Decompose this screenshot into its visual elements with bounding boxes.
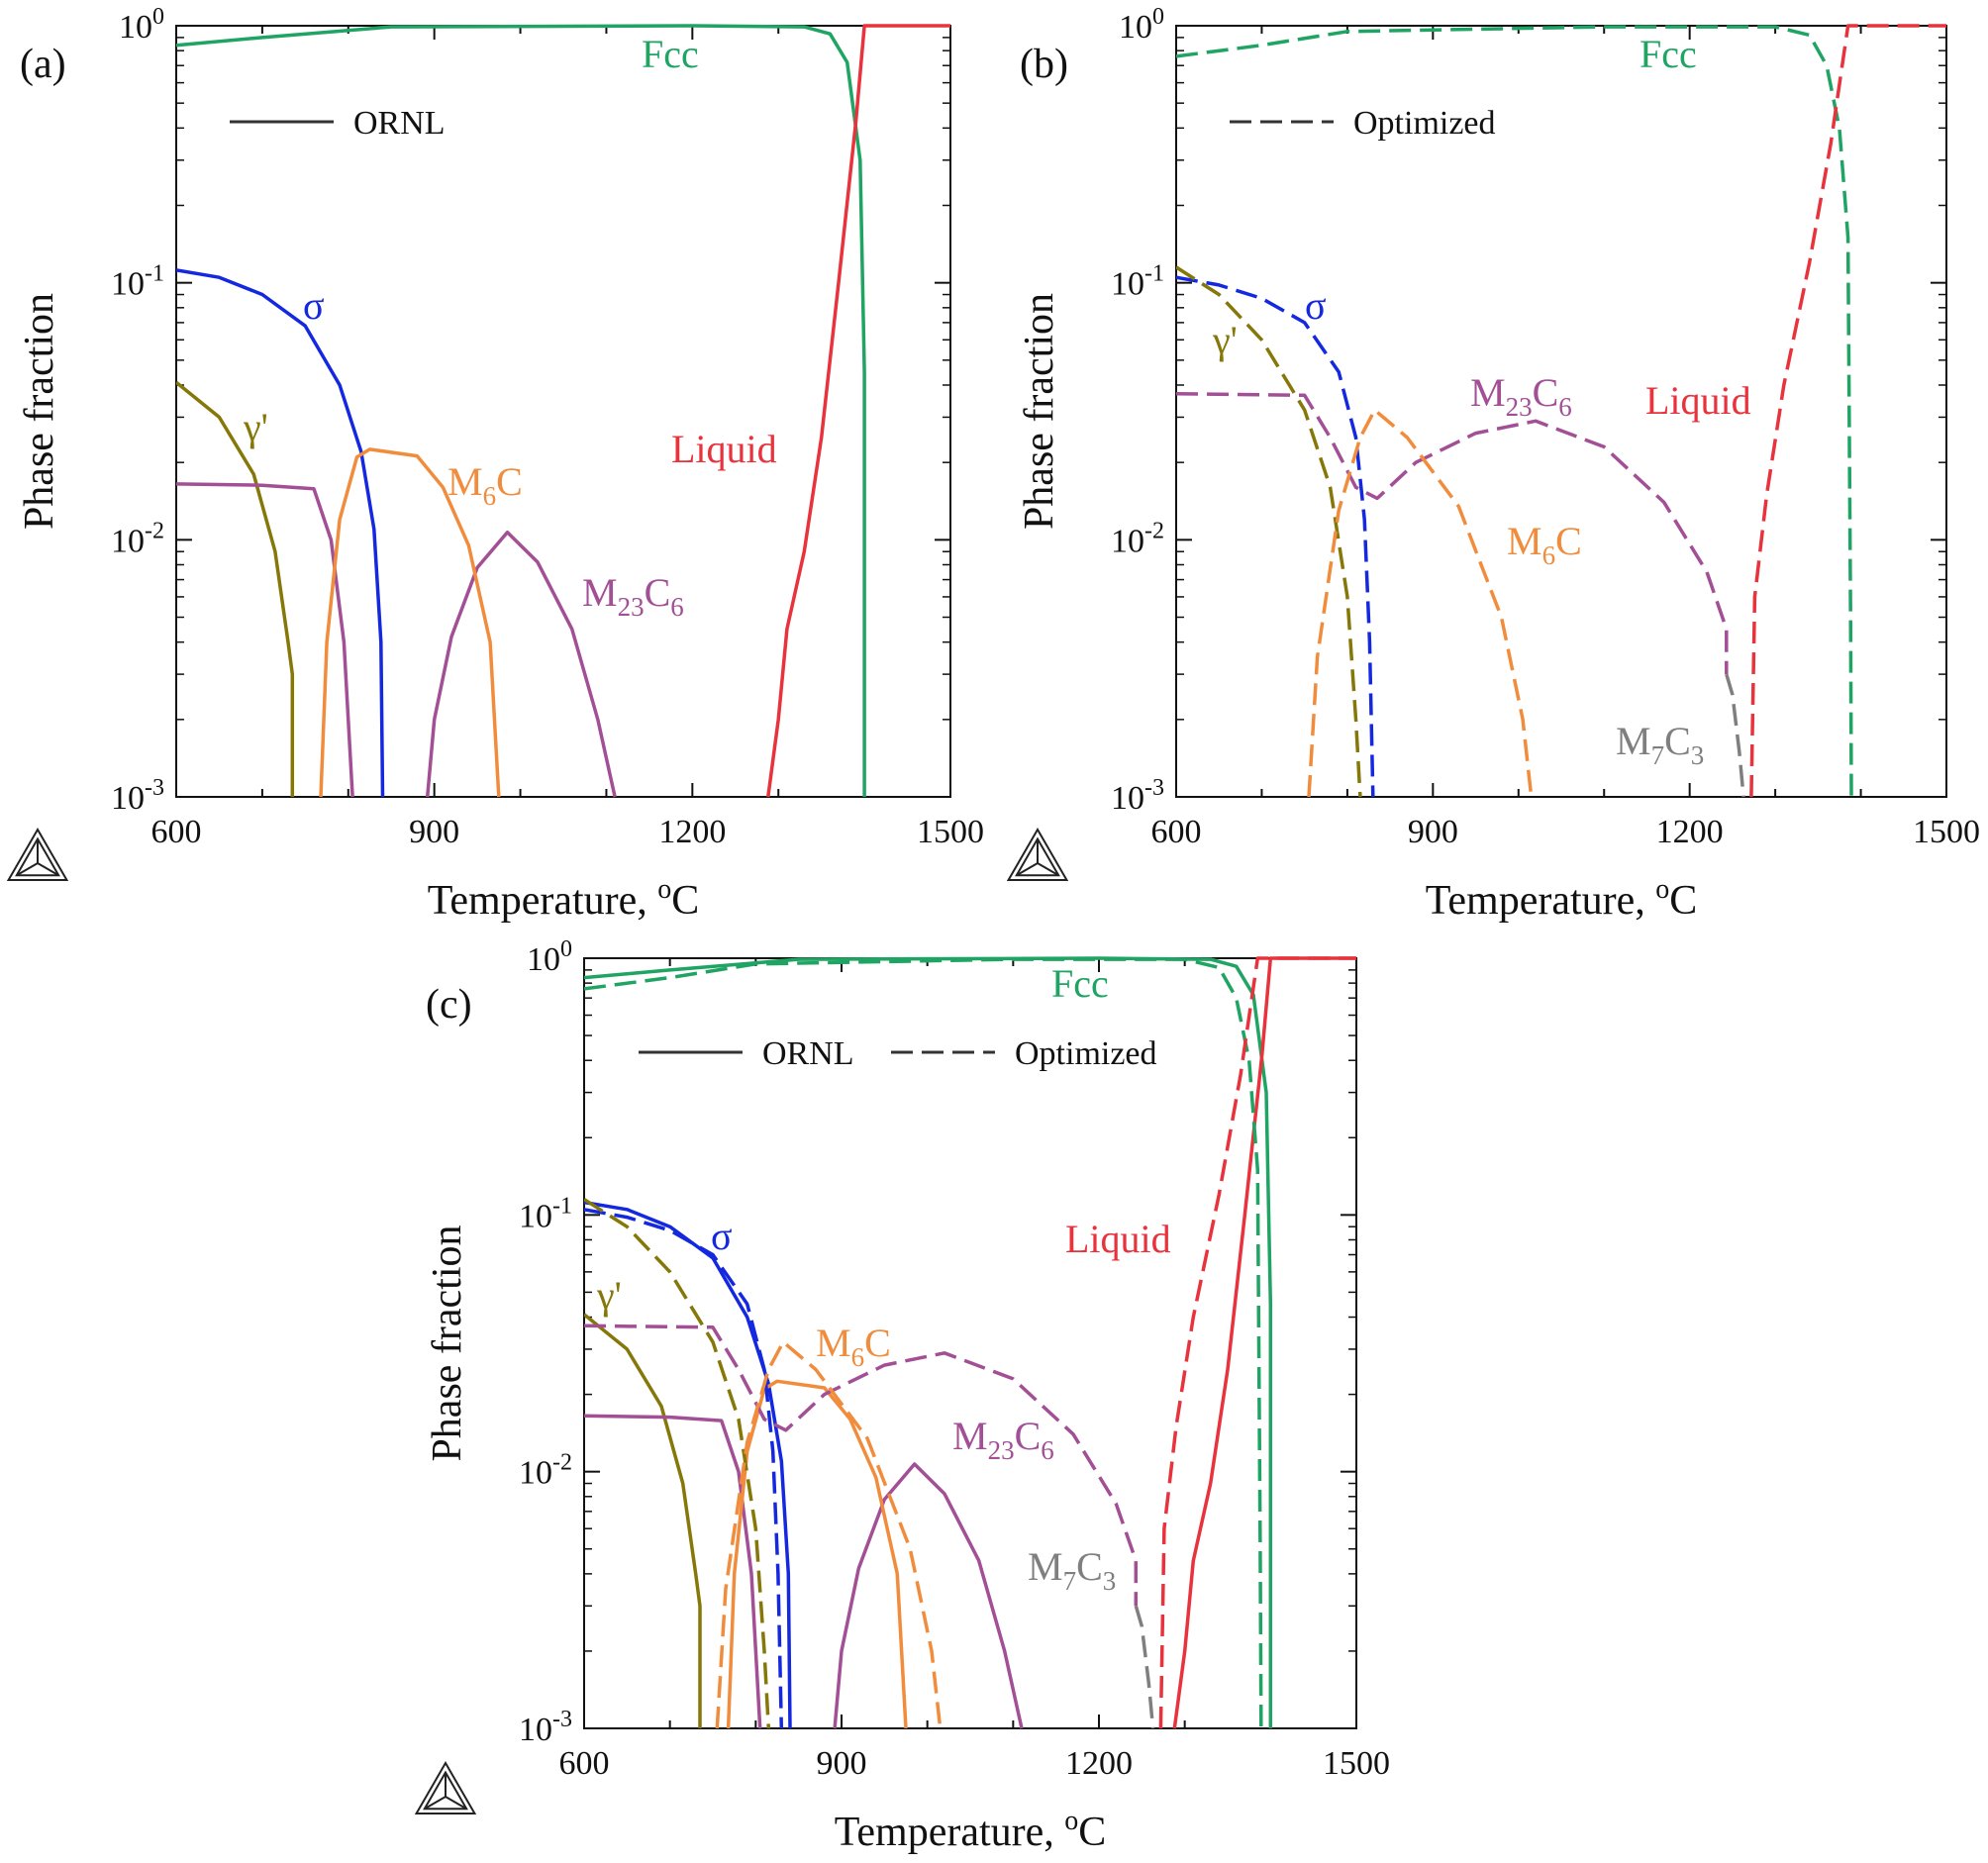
phase-label: Fcc [1640, 32, 1697, 76]
phase-label: M23C6 [1470, 370, 1572, 422]
y-tick-label: 10-1 [1111, 261, 1164, 303]
y-tick-label: 10-3 [111, 775, 164, 817]
panel-c: 600 900 1200 1500 10-3 10-2 10-1 100 Temperature… [425, 936, 1390, 1855]
phase-label: M6C [1507, 519, 1582, 570]
legend-label: Optimized [1353, 105, 1496, 142]
series-line-gamma_prime-ornl [584, 1313, 702, 1728]
y-tick-label: 100 [1119, 4, 1164, 46]
y-tick-label: 100 [119, 4, 164, 46]
x-axis-title: Temperature, oC [1426, 874, 1698, 924]
legend-label: ORNL [762, 1035, 854, 1072]
phase-label: M23C6 [582, 570, 684, 622]
series-line-Liquid-ornl [766, 24, 950, 798]
series-line-gamma_prime-optimized [584, 1198, 771, 1729]
x-tick-label: 1200 [1065, 1745, 1133, 1782]
panel-label: (b) [1020, 42, 1068, 87]
triangle-logo-icon [414, 1760, 477, 1814]
series-line-Fcc-optimized [1176, 25, 1853, 798]
series-line-M23C6-ornl [584, 1414, 762, 1729]
x-tick-label: 1200 [1656, 814, 1724, 850]
series-line-M6C-ornl [319, 447, 501, 798]
y-tick-label: 10-2 [111, 518, 164, 559]
phase-label: γ' [1212, 318, 1238, 362]
x-tick-label: 1500 [917, 814, 984, 850]
y-tick-label: 100 [527, 936, 572, 978]
series-line-M23C6-optimized [1176, 392, 1729, 675]
phase-label: M7C3 [1616, 719, 1704, 770]
series-line-M23C6-ornl [176, 482, 354, 798]
y-tick-label: 10-3 [1111, 775, 1164, 817]
x-tick-label: 1500 [1913, 814, 1980, 850]
phase-label: Fcc [1051, 961, 1109, 1006]
series-line-Fcc-ornl [584, 956, 1273, 1728]
series-line-sigma-ornl [176, 268, 385, 798]
triangle-logo-icon [6, 827, 69, 881]
y-tick-label: 10-3 [519, 1707, 572, 1748]
series-line-M7C3-optimized [1725, 673, 1745, 798]
panel-b: 600 900 1200 1500 10-3 10-2 10-1 100 Temperature… [1017, 4, 1980, 924]
phase-label: M6C [447, 459, 523, 511]
x-tick-label: 1500 [1323, 1745, 1390, 1782]
series-line-M6C-optimized [715, 1339, 943, 1729]
phase-label: M7C3 [1028, 1544, 1116, 1596]
phase-label: σ [303, 283, 325, 328]
series-group [584, 956, 1356, 1729]
phase-label: M23C6 [952, 1414, 1054, 1465]
legend-label: Optimized [1015, 1035, 1157, 1072]
series-line-Fcc-optimized [584, 957, 1263, 1729]
x-axis-title: Temperature, oC [428, 874, 700, 924]
phase-label: γ' [243, 405, 268, 449]
y-axis-title: Phase fraction [425, 1225, 470, 1461]
phase-label: σ [711, 1214, 733, 1258]
x-tick-label: 900 [817, 1745, 867, 1782]
x-tick-label: 600 [151, 814, 202, 850]
y-tick-label: 10-1 [519, 1193, 572, 1234]
phase-label: Fcc [642, 32, 699, 76]
x-axis-title: Temperature, oC [835, 1806, 1107, 1855]
x-tick-label: 900 [409, 814, 459, 850]
phase-label: γ' [596, 1273, 622, 1318]
x-tick-label: 900 [1408, 814, 1458, 850]
panel-label: (c) [426, 982, 472, 1028]
series-line-Liquid-ornl [1172, 956, 1356, 1729]
series-group [176, 24, 950, 798]
phase-label: Liquid [1645, 378, 1751, 423]
phase-label: σ [1305, 283, 1327, 328]
series-line-gamma_prime-ornl [176, 380, 295, 797]
y-tick-label: 10-2 [519, 1450, 572, 1492]
x-tick-label: 600 [1151, 814, 1202, 850]
y-tick-label: 10-2 [1111, 518, 1164, 559]
panel-label: (a) [20, 42, 66, 87]
series-line-M23C6-optimized [584, 1324, 1139, 1607]
y-axis-title: Phase fraction [1017, 293, 1062, 530]
phase-label: M6C [816, 1321, 891, 1372]
series-line-gamma_prime-optimized [1176, 265, 1362, 798]
series-line-M23C6-ornl [833, 1462, 1024, 1729]
series-line-M23C6-ornl [425, 530, 617, 798]
triangle-logo-icon [1006, 827, 1069, 881]
series-line-M7C3-optimized [1134, 1605, 1155, 1729]
series-group [1176, 24, 1946, 798]
phase-label: Liquid [671, 427, 777, 471]
series-line-Liquid-optimized [1158, 956, 1356, 1729]
series-line-sigma-ornl [584, 1200, 792, 1729]
x-tick-label: 1200 [658, 814, 726, 850]
series-line-Liquid-optimized [1749, 24, 1946, 798]
series-line-M6C-ornl [726, 1379, 908, 1729]
y-axis-title: Phase fraction [17, 293, 62, 530]
legend-label: ORNL [353, 105, 446, 142]
series-line-Fcc-ornl [176, 24, 866, 797]
series-line-sigma-optimized [1176, 275, 1375, 798]
panel-a: 600 900 1200 1500 10-3 10-2 10-1 100 Temperature… [17, 4, 984, 924]
y-tick-label: 10-1 [111, 261, 164, 303]
series-line-M6C-optimized [1307, 408, 1534, 798]
series-line-sigma-optimized [584, 1208, 784, 1729]
x-tick-label: 600 [559, 1745, 610, 1782]
phase-label: Liquid [1065, 1217, 1171, 1261]
plot-frame [1175, 25, 1947, 798]
